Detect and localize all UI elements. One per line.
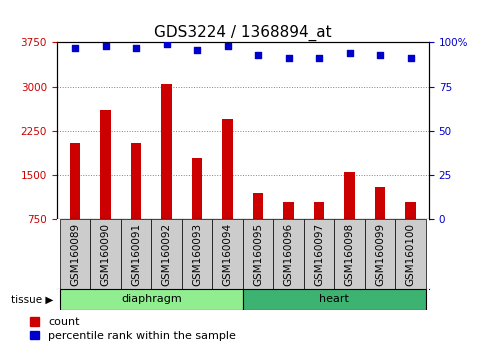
Point [224,43,232,49]
Bar [151,219,182,289]
Text: GSM160099: GSM160099 [375,223,385,286]
Legend: count, percentile rank within the sample: count, percentile rank within the sample [30,317,236,341]
Bar [304,219,334,289]
Text: tissue ▶: tissue ▶ [11,295,54,304]
Point [163,41,171,47]
Bar [100,110,111,219]
Point [376,52,384,58]
Point [315,56,323,61]
Bar [253,193,263,219]
Text: GSM160097: GSM160097 [314,223,324,286]
Text: diaphragm: diaphragm [121,295,181,304]
Text: GSM160100: GSM160100 [406,223,416,286]
Bar [121,219,151,289]
Bar [365,219,395,289]
Point [407,56,415,61]
Bar [314,202,324,219]
Text: GSM160089: GSM160089 [70,223,80,286]
Bar [212,219,243,289]
Bar [70,143,80,219]
Point [284,56,292,61]
Bar [273,219,304,289]
Text: heart: heart [319,295,349,304]
Bar [243,289,426,310]
Point [132,45,140,51]
Text: GSM160090: GSM160090 [101,223,110,286]
Bar [243,219,273,289]
Bar [283,202,294,219]
Text: GSM160096: GSM160096 [283,223,293,286]
Bar [375,187,386,219]
Point [254,52,262,58]
Text: GSM160092: GSM160092 [162,223,172,286]
Point [71,45,79,51]
Bar [334,219,365,289]
Bar [405,202,416,219]
Text: GSM160095: GSM160095 [253,223,263,286]
Bar [192,158,203,219]
Text: GSM160098: GSM160098 [345,223,354,286]
Point [193,47,201,52]
Bar [90,219,121,289]
Bar [131,143,141,219]
Text: GSM160094: GSM160094 [222,223,233,286]
Bar [395,219,426,289]
Text: GSM160093: GSM160093 [192,223,202,286]
Title: GDS3224 / 1368894_at: GDS3224 / 1368894_at [154,25,332,41]
Bar [161,84,172,219]
Bar [344,172,355,219]
Point [102,43,109,49]
Bar [182,219,212,289]
Bar [60,289,243,310]
Point [346,50,353,56]
Bar [222,119,233,219]
Bar [60,219,90,289]
Text: GSM160091: GSM160091 [131,223,141,286]
